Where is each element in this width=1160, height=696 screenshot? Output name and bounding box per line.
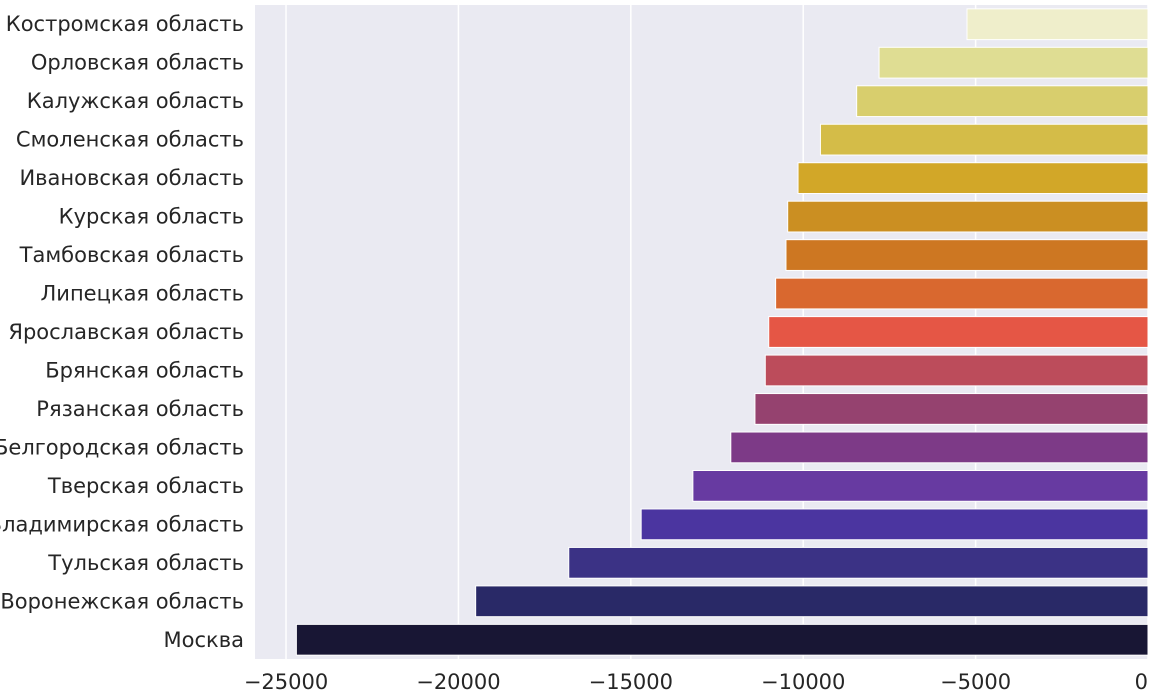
category-label: Ивановская область (19, 166, 244, 190)
category-label: Тульская область (47, 551, 244, 575)
category-label: Курская область (59, 205, 244, 229)
bar (568, 546, 1149, 579)
bar (797, 162, 1149, 195)
bar (787, 200, 1149, 233)
x-tick-label: −10000 (761, 670, 845, 694)
category-label: Тамбовская область (19, 243, 244, 267)
category-label: Орловская область (31, 51, 244, 75)
x-tick-label: −5000 (940, 670, 1011, 694)
x-axis-tick-labels: −25000 −20000 −15000 −10000 −5000 0 (244, 670, 1148, 694)
bar (764, 354, 1149, 387)
category-label: Белгородская область (0, 435, 244, 459)
category-labels: Костромская область Орловская область Калу… (0, 12, 244, 652)
bar (475, 585, 1149, 618)
bar (966, 8, 1149, 41)
x-tick-label: −20000 (416, 670, 500, 694)
bar (295, 623, 1149, 656)
category-label: Калужская область (27, 89, 244, 113)
bar (775, 277, 1149, 310)
bar (878, 46, 1149, 79)
x-tick-label: −25000 (244, 670, 328, 694)
bar (692, 469, 1149, 502)
x-tick-label: −15000 (589, 670, 673, 694)
category-label: Тверская область (47, 474, 244, 498)
category-label: Липецкая область (41, 282, 245, 306)
bar (819, 123, 1149, 156)
bars (295, 8, 1149, 656)
bar (730, 431, 1149, 464)
category-label: Ярославская область (8, 320, 244, 344)
bar (768, 316, 1149, 348)
category-label: Рязанская область (36, 397, 244, 421)
bar (856, 85, 1149, 118)
category-label: Костромская область (6, 12, 244, 36)
category-label: Москва (164, 628, 244, 652)
category-label: Смоленская область (16, 128, 244, 152)
bar (754, 393, 1149, 425)
bar (640, 508, 1149, 541)
category-label: Брянская область (45, 358, 244, 382)
bar (785, 239, 1149, 271)
category-label: Владимирская область (0, 512, 244, 536)
x-tick-label: 0 (1135, 670, 1148, 694)
category-label: Воронежская область (0, 589, 244, 613)
